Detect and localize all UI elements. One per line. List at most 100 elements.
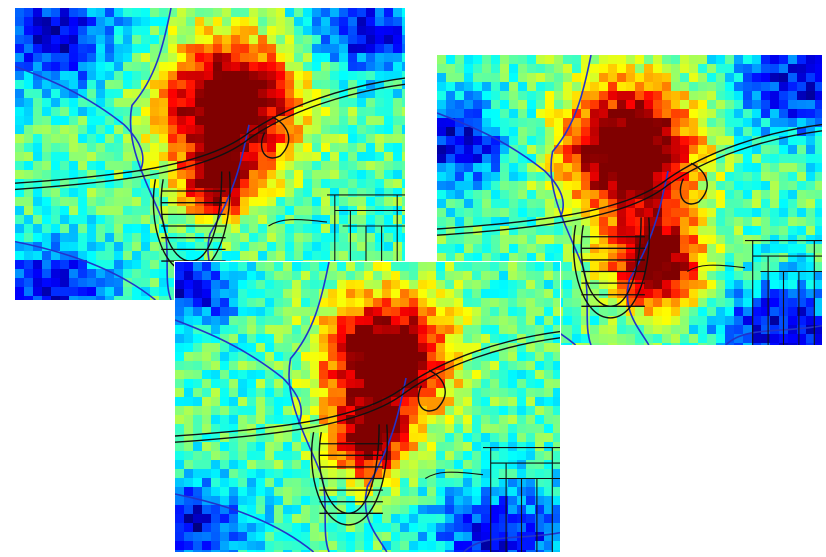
heat-cell (175, 352, 185, 362)
heat-cell (211, 541, 221, 551)
heat-cell (114, 251, 124, 261)
heat-cell (346, 334, 356, 344)
heat-cell (15, 224, 25, 234)
heat-cell (238, 307, 248, 317)
heat-cell (815, 55, 825, 65)
heat-cell (436, 541, 446, 551)
heat-cell (427, 451, 437, 461)
heat-cell (455, 73, 465, 83)
heat-cell (508, 280, 518, 290)
heat-cell (285, 26, 295, 36)
heat-cell (393, 116, 403, 126)
heat-cell (186, 26, 196, 36)
heat-cell (274, 442, 284, 452)
heat-cell (535, 316, 545, 326)
heat-cell (177, 53, 187, 63)
heat-cell (328, 424, 338, 434)
heat-cell (366, 215, 376, 225)
heat-cell (159, 89, 169, 99)
heat-cell (195, 197, 205, 207)
heat-cell (626, 343, 636, 353)
heat-cell (473, 244, 483, 254)
heat-cell (671, 91, 681, 101)
heat-cell (175, 334, 185, 344)
heat-cell (473, 55, 483, 65)
heat-cell (15, 125, 25, 135)
heat-cell (141, 17, 151, 27)
heat-cell (653, 145, 663, 155)
heat-cell (339, 98, 349, 108)
heat-cell (202, 415, 212, 425)
heat-cell (418, 298, 428, 308)
heat-cell (572, 190, 582, 200)
heat-cell (247, 451, 257, 461)
heat-cell (815, 298, 825, 308)
heat-cell (312, 89, 322, 99)
heat-cell (114, 188, 124, 198)
heat-cell (78, 161, 88, 171)
heat-cell (590, 181, 600, 191)
heat-cell (427, 271, 437, 281)
heat-cell (788, 280, 798, 290)
heat-cell (508, 271, 518, 281)
heat-cell (770, 145, 780, 155)
heat-cell (500, 100, 510, 110)
heat-cell (294, 188, 304, 198)
heat-cell (553, 370, 563, 380)
heat-cell (330, 35, 340, 45)
heat-cell (364, 550, 374, 557)
heat-cell (680, 118, 690, 128)
heat-cell (328, 334, 338, 344)
heat-cell (175, 514, 185, 524)
heat-cell (635, 55, 645, 65)
heat-cell (617, 55, 627, 65)
heat-cell (132, 8, 142, 18)
heat-cell (213, 107, 223, 117)
heat-cell (427, 307, 437, 317)
heat-cell (96, 44, 106, 54)
heat-cell (617, 271, 627, 281)
heat-cell (427, 523, 437, 533)
heat-cell (689, 136, 699, 146)
heat-cell (96, 17, 106, 27)
heat-cell (78, 107, 88, 117)
heat-cell (491, 181, 501, 191)
heat-cell (229, 361, 239, 371)
heat-cell (177, 116, 187, 126)
heat-cell (806, 172, 816, 182)
heat-cell (653, 100, 663, 110)
heat-cell (608, 325, 618, 335)
heat-cell (509, 163, 519, 173)
heat-cell (689, 118, 699, 128)
heat-cell (186, 98, 196, 108)
heat-cell (202, 298, 212, 308)
heat-cell (132, 206, 142, 216)
heat-cell (256, 262, 266, 272)
heat-cell (204, 215, 214, 225)
heat-cell (590, 316, 600, 326)
heat-cell (294, 179, 304, 189)
heat-cell (328, 388, 338, 398)
heat-cell (752, 172, 762, 182)
heat-cell (734, 118, 744, 128)
heat-cell (788, 118, 798, 128)
heat-cell (472, 280, 482, 290)
heat-cell (184, 352, 194, 362)
heat-cell (114, 107, 124, 117)
heat-cell (301, 361, 311, 371)
heat-cell (294, 197, 304, 207)
heat-cell (472, 451, 482, 461)
heat-cell (168, 152, 178, 162)
heat-cell (51, 188, 61, 198)
heat-cell (436, 424, 446, 434)
heat-cell (105, 224, 115, 234)
heat-cell (617, 154, 627, 164)
heat-cell (321, 125, 331, 135)
heat-cell (563, 325, 573, 335)
heat-cell (725, 244, 735, 254)
heat-cell (51, 215, 61, 225)
heat-cell (391, 514, 401, 524)
heat-cell (391, 505, 401, 515)
heat-cell (707, 334, 717, 344)
heat-cell (222, 242, 232, 252)
